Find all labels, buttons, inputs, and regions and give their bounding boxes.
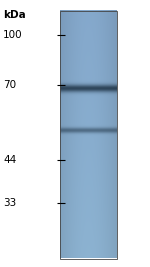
Text: 33: 33 bbox=[3, 198, 16, 208]
Text: 70: 70 bbox=[3, 80, 16, 91]
Text: 100: 100 bbox=[3, 30, 23, 40]
Text: 44: 44 bbox=[3, 155, 16, 165]
Bar bbox=[60, 11, 117, 259]
Text: kDa: kDa bbox=[3, 10, 26, 20]
